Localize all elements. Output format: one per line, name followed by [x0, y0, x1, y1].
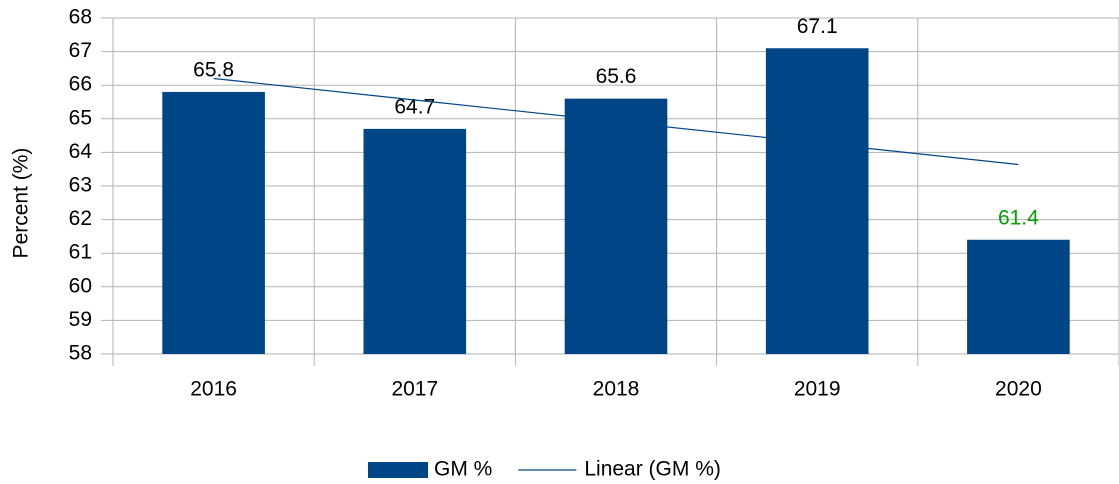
y-tick-label: 62	[69, 207, 92, 230]
x-tick-label: 2017	[391, 378, 438, 401]
y-tick-label: 66	[69, 73, 92, 96]
y-tick-label: 68	[69, 6, 92, 29]
y-axis-label: Percent (%)	[10, 148, 33, 259]
trend-line	[213, 77, 1019, 166]
y-tick-label: 64	[69, 140, 93, 163]
x-tick-label: 2016	[190, 378, 237, 401]
bar	[162, 91, 265, 355]
y-tick-label: 65	[69, 106, 92, 129]
data-label: 67.1	[797, 15, 838, 38]
legend-label: Linear (GM %)	[584, 458, 721, 481]
data-label: 65.6	[596, 65, 637, 88]
x-tick-label: 2019	[794, 378, 841, 401]
y-tick-label: 61	[69, 241, 92, 264]
bar	[967, 239, 1070, 354]
bar	[363, 128, 467, 354]
data-label: 65.8	[193, 58, 234, 81]
legend-swatch	[368, 462, 428, 478]
y-tick-label: 63	[69, 174, 92, 197]
x-tick-label: 2020	[995, 378, 1042, 401]
bar	[765, 48, 869, 355]
y-tick-label: 67	[69, 39, 92, 62]
y-tick-label: 59	[69, 308, 92, 331]
x-tick-label: 2018	[593, 378, 640, 401]
data-label: 61.4	[998, 206, 1039, 229]
y-tick-label: 58	[69, 342, 92, 365]
y-tick-label: 60	[69, 274, 92, 297]
bar	[564, 98, 668, 354]
legend-label: GM %	[434, 458, 492, 481]
